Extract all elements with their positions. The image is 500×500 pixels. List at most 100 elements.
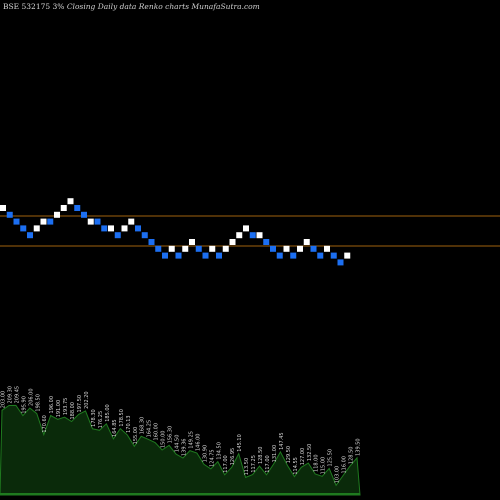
volume-label: 164.25 (147, 420, 153, 438)
volume-label: 128.50 (349, 447, 355, 465)
volume-baseline (0, 493, 360, 495)
volume-label: 129.50 (286, 446, 292, 464)
volume-label: 191.00 (56, 400, 62, 418)
volume-label: 145.10 (237, 434, 243, 452)
renko-brick-down (290, 252, 297, 259)
volume-label: 144.50 (175, 435, 181, 453)
volume-label: 178.30 (91, 409, 97, 427)
volume-label: 125.50 (328, 449, 334, 467)
renko-brick-up (344, 252, 351, 259)
volume-label: 126.95 (230, 448, 236, 466)
renko-brick-up (209, 245, 216, 252)
renko-brick-down (216, 252, 222, 259)
renko-brick-down (20, 225, 27, 232)
renko-brick-down (337, 259, 344, 266)
volume-label: 117.00 (265, 455, 271, 473)
renko-brick-down (310, 245, 317, 252)
renko-brick-down (135, 225, 141, 232)
renko-brick-down (81, 211, 87, 218)
renko-brick-down (330, 252, 337, 259)
volume-label: 206.00 (28, 388, 34, 406)
renko-brick-up (243, 225, 249, 232)
volume-label: 197.50 (77, 395, 83, 413)
renko-brick-down (317, 252, 324, 259)
renko-brick-down (101, 225, 108, 232)
renko-brick-up (283, 245, 290, 252)
renko-brick-up (222, 245, 229, 252)
renko-brick-up (229, 239, 236, 245)
header-caption: Closing Daily data Renko charts MunafaSu… (66, 2, 260, 11)
renko-brick-up (324, 245, 330, 252)
renko-brick-up (0, 205, 6, 211)
renko-brick-up (303, 239, 310, 245)
renko-brick-up (40, 218, 47, 225)
volume-label: 127.00 (300, 448, 306, 466)
symbol-text: BSE 532175 3% (3, 2, 65, 11)
volume-label: 176.25 (98, 411, 104, 429)
volume-label: 117.00 (223, 455, 229, 473)
renko-brick-down (148, 239, 155, 245)
renko-brick-up (108, 225, 114, 232)
renko-brick-up (67, 198, 74, 205)
renko-brick-down (74, 205, 81, 211)
volume-label: 115.00 (321, 457, 327, 475)
renko-brick-down (47, 218, 54, 225)
volume-label: 132.50 (307, 444, 313, 462)
volume-label: 156.30 (168, 426, 174, 444)
volume-label: 195.90 (21, 396, 27, 414)
renko-brick-down (155, 245, 162, 252)
volume-label: 170.13 (126, 415, 132, 433)
renko-brick-up (236, 232, 243, 239)
volume-label: 160.00 (154, 423, 160, 441)
renko-brick-down (249, 232, 256, 239)
volume-label: 139.36 (181, 439, 187, 457)
volume-label: 185.00 (105, 404, 111, 422)
chart-header: BSE 532175 3% Closing Daily data Renko c… (3, 2, 260, 11)
volume-label: 128.50 (258, 447, 264, 465)
volume-label: 209.30 (8, 386, 14, 404)
renko-brick-down (263, 239, 270, 245)
volume-label: 149.25 (188, 431, 194, 449)
volume-label: 170.60 (42, 415, 48, 433)
renko-brick-down (195, 245, 202, 252)
renko-brick-up (297, 245, 303, 252)
renko-brick-up (182, 245, 189, 252)
volume-label: 114.55 (293, 457, 299, 475)
renko-brick-up (189, 239, 195, 245)
renko-brick-down (114, 232, 121, 239)
volume-label: 103.00 (335, 466, 341, 484)
renko-brick-down (94, 218, 101, 225)
volume-label: 146.00 (195, 433, 201, 451)
volume-label: 209.45 (14, 386, 20, 404)
volume-label: 113.50 (244, 458, 250, 476)
renko-brick-up (54, 211, 60, 218)
renko-brick-down (141, 232, 148, 239)
volume-label: 134.50 (216, 442, 222, 460)
renko-brick-up (168, 245, 175, 252)
volume-label: 155.00 (133, 427, 139, 445)
volume-area (0, 404, 361, 496)
renko-brick-up (33, 225, 40, 232)
volume-label: 178.50 (119, 409, 125, 427)
volume-label: 131.00 (272, 445, 278, 463)
volume-label: 168.30 (140, 417, 146, 435)
renko-brick-up (60, 205, 67, 211)
volume-label: 196.00 (49, 396, 55, 414)
renko-brick-up (87, 218, 94, 225)
volume-label: 147.45 (279, 432, 285, 450)
volume-label: 203.00 (0, 391, 6, 409)
volume-label: 202.20 (84, 391, 90, 409)
volume-label: 117.25 (251, 455, 257, 473)
renko-brick-down (202, 252, 209, 259)
renko-brick-up (128, 218, 135, 225)
volume-label: 130.90 (202, 445, 208, 463)
volume-label: 118.00 (314, 454, 320, 472)
volume-label: 164.85 (112, 419, 118, 437)
renko-brick-down (175, 252, 182, 259)
renko-brick-down (162, 252, 168, 259)
renko-brick-down (13, 218, 20, 225)
volume-label: 124.75 (209, 449, 215, 467)
renko-brick-up (256, 232, 263, 239)
volume-label: 116.00 (342, 456, 348, 474)
